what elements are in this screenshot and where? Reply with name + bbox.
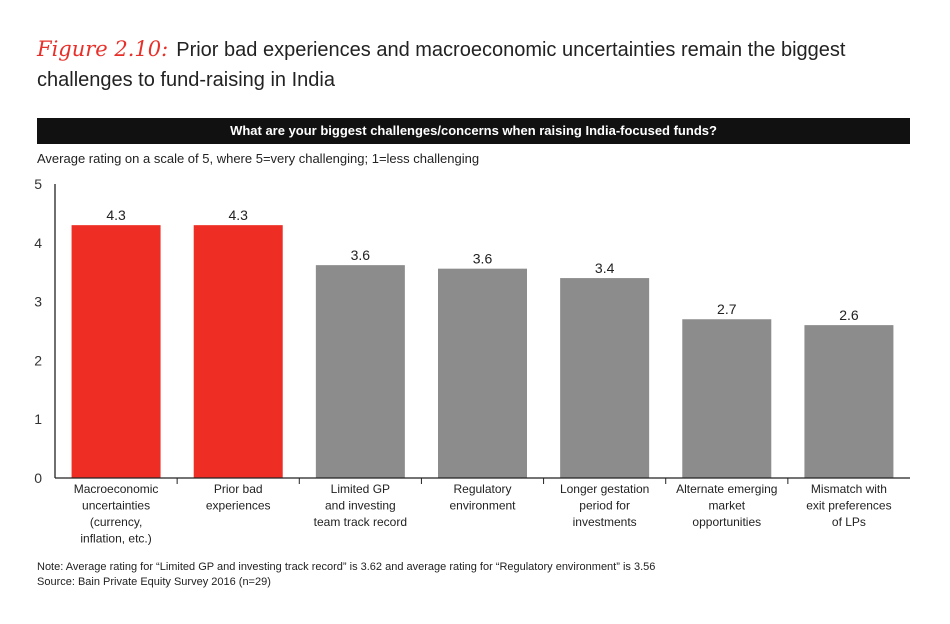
x-tick-label: Regulatory environment [449,482,516,513]
figure-label: Figure 2.10: [37,37,169,61]
y-tick-label: 3 [34,294,42,310]
bar [560,278,650,478]
bar [193,225,283,478]
value-label: 4.3 [228,207,248,223]
value-label: 3.4 [595,260,615,276]
value-label: 2.7 [717,301,737,317]
value-label: 3.6 [473,251,493,267]
x-tick-label: Mismatch with exit preferences of LPs [806,482,891,529]
source-text: Source: Bain Private Equity Survey 2016 … [37,576,271,588]
bar [804,325,894,478]
figure-title-text: Prior bad experiences and macroeconomic … [37,39,846,91]
x-tick-label: Limited GP and investing team track record [314,482,407,529]
x-tick-label: Prior bad experiences [206,482,271,513]
x-tick-label: Longer gestation period for investments [560,482,649,529]
chart-subtitle: Average rating on a scale of 5, where 5=… [37,151,480,166]
x-tick-label: Alternate emerging market opportunities [676,482,777,529]
value-label: 3.6 [351,247,371,263]
chart-notes: Note: Average rating for “Limited GP and… [37,560,655,590]
y-tick-label: 1 [34,411,42,427]
note-text: Note: Average rating for “Limited GP and… [37,561,656,573]
chart-question-banner: What are your biggest challenges/concern… [37,118,910,144]
bar [71,225,161,478]
x-tick-label: Macroeconomic uncertainties (currency, infl… [74,482,159,546]
bar [315,265,405,478]
value-label: 4.3 [106,207,126,223]
figure-title: Figure 2.10: Prior bad experiences and ma… [37,34,927,95]
y-tick-label: 5 [34,176,42,192]
bar [438,268,527,478]
value-label: 2.6 [839,307,859,323]
y-tick-label: 0 [34,470,42,486]
y-tick-label: 4 [34,235,42,251]
y-tick-label: 2 [34,352,42,368]
bar [682,319,772,478]
